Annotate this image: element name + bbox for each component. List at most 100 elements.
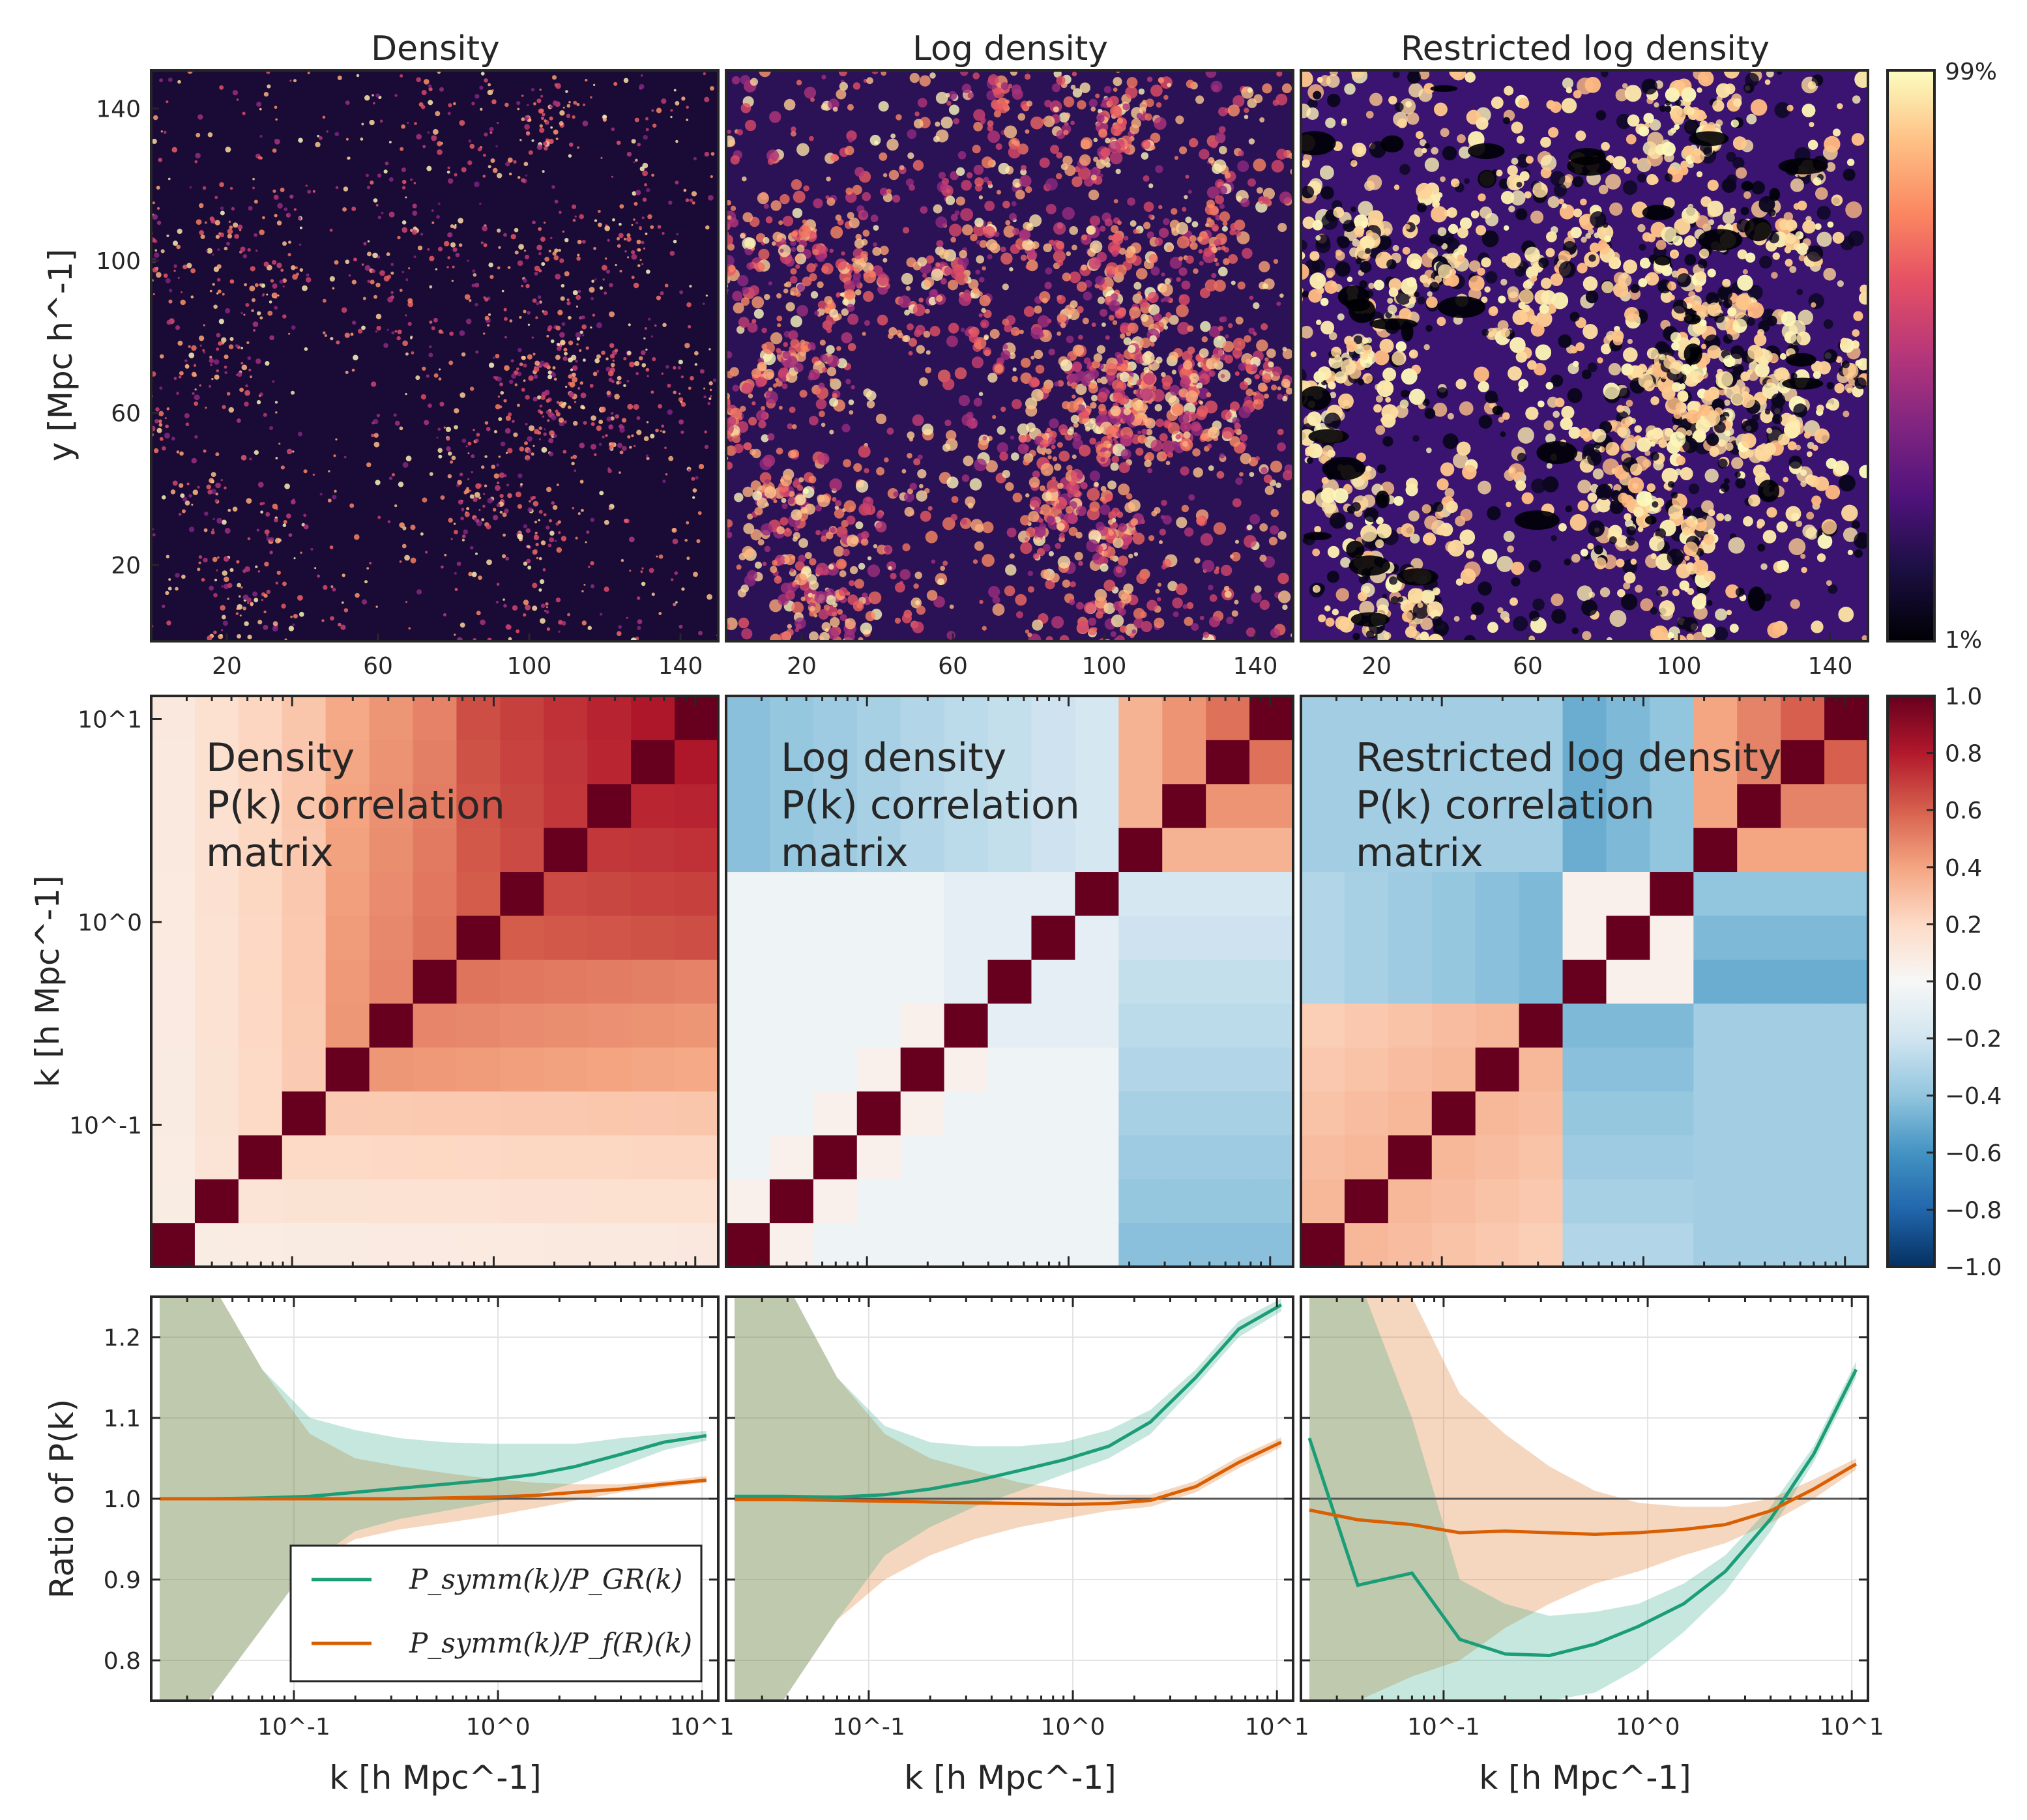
map-blob — [269, 300, 272, 304]
map-blob — [1056, 76, 1066, 85]
map-blob — [634, 360, 640, 366]
map-blob — [821, 535, 827, 542]
map-blob — [862, 291, 874, 302]
map-blob — [918, 297, 924, 303]
map-blob — [1000, 406, 1006, 412]
map-blob — [444, 553, 447, 556]
map-blob — [1282, 347, 1287, 352]
map-blob — [795, 573, 808, 586]
map-blob — [1169, 384, 1180, 396]
map-blob — [1110, 405, 1121, 416]
map-blob — [872, 242, 878, 247]
map-blob — [1218, 126, 1226, 134]
map-blob — [532, 298, 537, 303]
map-blob — [787, 497, 795, 504]
map-blob — [604, 225, 610, 231]
map-blob — [1424, 157, 1440, 172]
map-blob — [556, 342, 561, 347]
map-blob — [1276, 301, 1281, 306]
map-blob — [731, 76, 740, 85]
map-blob — [626, 379, 630, 383]
map-blob — [175, 325, 181, 330]
map-blob — [1196, 516, 1206, 526]
map-blob — [1186, 255, 1194, 264]
map-blob — [491, 99, 497, 105]
map-blob — [978, 195, 984, 199]
map-blob — [334, 132, 340, 137]
map-blob — [899, 165, 905, 171]
map-blob — [540, 395, 546, 400]
map-blob — [1139, 298, 1148, 308]
map-blob — [180, 299, 186, 306]
map-blob — [274, 139, 277, 141]
map-blob — [764, 293, 770, 300]
map-blob — [602, 114, 607, 119]
map-blob — [436, 215, 440, 219]
map-blob — [1125, 86, 1138, 99]
map-blob — [228, 220, 231, 223]
map-blob — [1092, 556, 1098, 561]
map-blob — [543, 310, 548, 316]
map-blob — [982, 521, 994, 534]
map-blob — [394, 420, 400, 426]
map-blob — [783, 341, 789, 347]
map-blob — [1083, 357, 1091, 365]
map-blob — [1149, 335, 1157, 343]
map-blob — [338, 622, 342, 627]
map-blob — [314, 567, 317, 570]
map-blob — [431, 135, 437, 141]
map-blob — [405, 314, 407, 317]
map-blob — [673, 239, 677, 244]
map-blob — [782, 216, 794, 227]
map-blob — [289, 79, 292, 82]
map-blob — [799, 390, 808, 398]
map-blob — [607, 238, 610, 242]
map-blob — [754, 262, 765, 272]
map-blob — [483, 332, 486, 335]
map-blob — [1035, 537, 1042, 543]
map-blob — [497, 266, 501, 270]
map-blob — [703, 72, 707, 76]
map-blob — [372, 252, 378, 259]
map-blob — [1111, 424, 1120, 433]
map-blob — [821, 422, 826, 427]
map-blob — [684, 343, 690, 349]
map-blob — [1080, 137, 1093, 149]
map-blob — [967, 418, 978, 429]
map-blob — [503, 474, 507, 478]
map-blob — [288, 332, 291, 335]
map-blob — [982, 554, 995, 567]
map-blob — [269, 551, 273, 555]
map-blob — [194, 160, 198, 164]
map-blob — [1032, 553, 1040, 560]
map-blob — [532, 353, 536, 356]
map-blob — [375, 480, 381, 485]
map-blob — [1582, 631, 1592, 641]
map-blob — [551, 75, 557, 80]
map-blob — [367, 280, 371, 283]
map-blob — [288, 240, 291, 244]
map-blob — [845, 379, 851, 384]
map-blob — [528, 150, 533, 155]
map-blob — [152, 201, 155, 205]
map-blob — [163, 130, 167, 134]
map-blob — [947, 280, 959, 291]
map-blob — [1217, 246, 1221, 251]
map-blob — [764, 545, 771, 553]
map-blob — [787, 450, 796, 459]
map-blob — [861, 530, 869, 540]
map-blob — [1062, 155, 1073, 166]
map-blob — [568, 154, 572, 158]
map-blob — [276, 263, 282, 268]
map-blob — [225, 147, 231, 152]
map-blob — [557, 310, 563, 315]
map-blob — [521, 285, 523, 287]
map-blob — [217, 248, 220, 251]
map-blob — [1050, 145, 1060, 154]
map-blob — [815, 386, 829, 399]
map-blob — [1276, 70, 1283, 77]
map-blob — [834, 508, 845, 519]
map-blob — [457, 480, 462, 485]
map-blob — [929, 326, 941, 337]
map-blob — [272, 260, 277, 265]
